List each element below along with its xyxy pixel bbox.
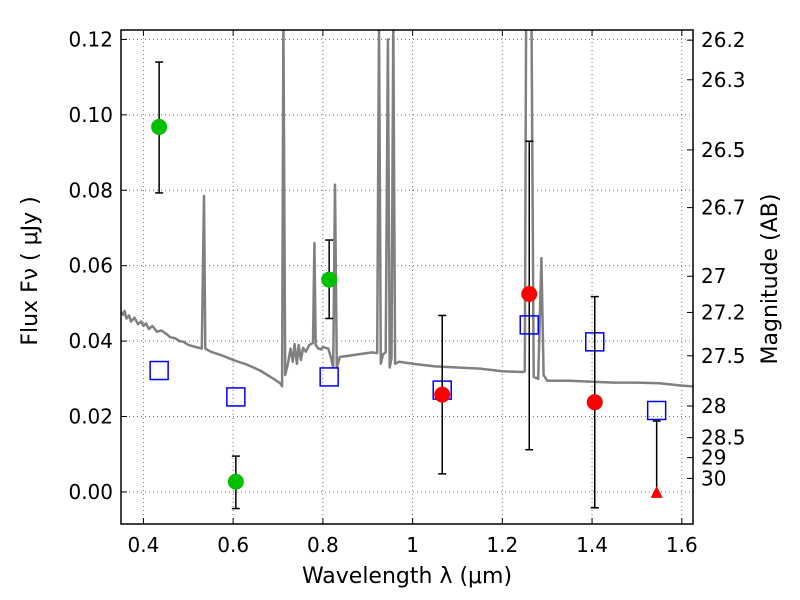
upper-limit-triangle xyxy=(650,485,663,498)
y-axis-label: Flux Fν ( μJy ) xyxy=(18,196,43,345)
y-tick-label: 0.06 xyxy=(68,254,113,278)
green-data-point xyxy=(151,118,168,135)
right-tick-label: 28.5 xyxy=(701,426,746,450)
x-tick-label: 0.4 xyxy=(128,533,160,557)
y-tick-label: 0.00 xyxy=(68,480,113,504)
x-tick-label: 1 xyxy=(406,533,419,557)
right-axis-label: Magnitude (AB) xyxy=(758,194,783,365)
data-points-layer xyxy=(149,61,667,510)
axis-ticks: 0.4 0.6 0.8 1 1.2 1.4 1.6 0.00 0.02 0.04 0.06 0.08 0… xyxy=(68,27,745,557)
sed-curve-layer xyxy=(121,30,693,388)
x-tick-label: 1.2 xyxy=(486,533,518,557)
green-data-point xyxy=(227,473,244,490)
right-tick-label: 26.3 xyxy=(701,68,746,92)
right-tick-label: 27.2 xyxy=(701,300,746,324)
green-data-point xyxy=(321,271,338,288)
right-tick-label: 26.5 xyxy=(701,138,746,162)
x-tick-label: 1.4 xyxy=(576,533,608,557)
right-tick-label: 28 xyxy=(701,394,726,418)
x-tick-label: 1.6 xyxy=(666,533,698,557)
right-tick-label: 27.5 xyxy=(701,344,746,368)
y-tick-label: 0.08 xyxy=(68,178,113,202)
y-tick-label: 0.12 xyxy=(68,27,113,51)
right-tick-label: 27 xyxy=(701,264,726,288)
right-tick-label: 29 xyxy=(701,446,726,470)
model-square xyxy=(149,360,169,381)
x-axis-label: Wavelength λ (μm) xyxy=(302,564,512,589)
grid xyxy=(121,30,693,524)
model-square xyxy=(226,387,246,407)
y-tick-label: 0.10 xyxy=(68,103,113,127)
right-tick-label: 30 xyxy=(701,466,726,490)
red-data-point xyxy=(434,386,451,403)
model-square xyxy=(646,400,667,421)
red-data-point xyxy=(586,394,603,411)
sed-curve xyxy=(121,30,693,388)
y-tick-label: 0.04 xyxy=(68,329,113,353)
x-tick-label: 0.8 xyxy=(307,533,339,557)
right-tick-label: 26.2 xyxy=(701,28,746,52)
plot-frame xyxy=(120,29,694,525)
red-data-point xyxy=(521,285,538,302)
y-tick-label: 0.02 xyxy=(68,405,113,429)
right-tick-label: 26.7 xyxy=(701,196,746,220)
x-tick-label: 0.6 xyxy=(217,533,249,557)
model-square xyxy=(319,367,339,387)
